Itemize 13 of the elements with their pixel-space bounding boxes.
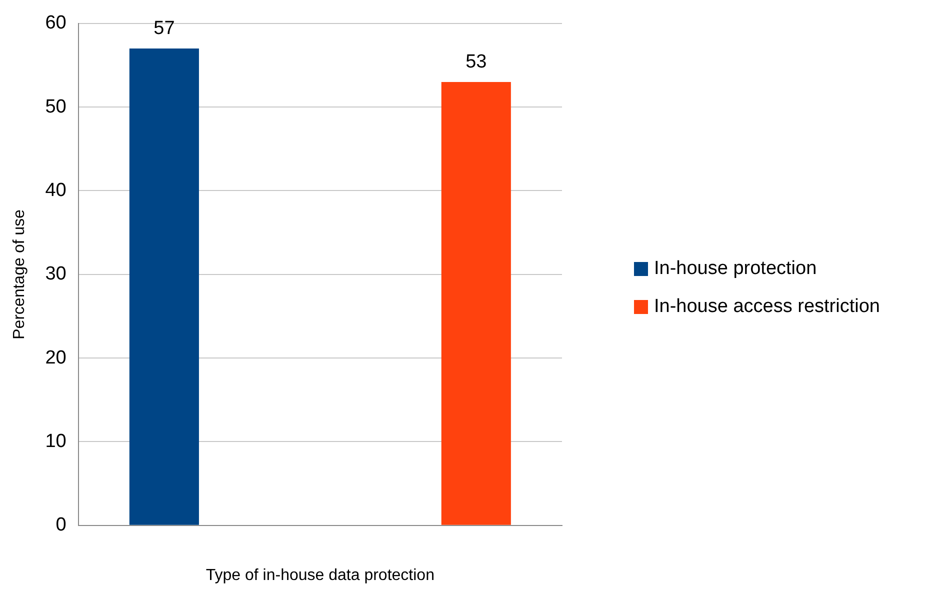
legend-label: In-house protection	[654, 258, 817, 280]
legend-label: In-house access restriction	[654, 296, 880, 318]
y-tick-label: 50	[45, 96, 66, 118]
y-tick-label: 0	[56, 514, 66, 536]
y-axis-title: Percentage of use	[11, 209, 28, 340]
data-label: 57	[154, 18, 175, 40]
x-axis-title: Type of in-house data protection	[206, 566, 434, 584]
y-tick-label: 20	[45, 347, 66, 368]
data-label: 53	[466, 52, 487, 73]
y-tick-label: 10	[45, 430, 66, 452]
y-tick-label: 30	[45, 264, 66, 285]
y-tick-label: 40	[45, 180, 66, 201]
y-tick-label: 60	[45, 12, 66, 34]
